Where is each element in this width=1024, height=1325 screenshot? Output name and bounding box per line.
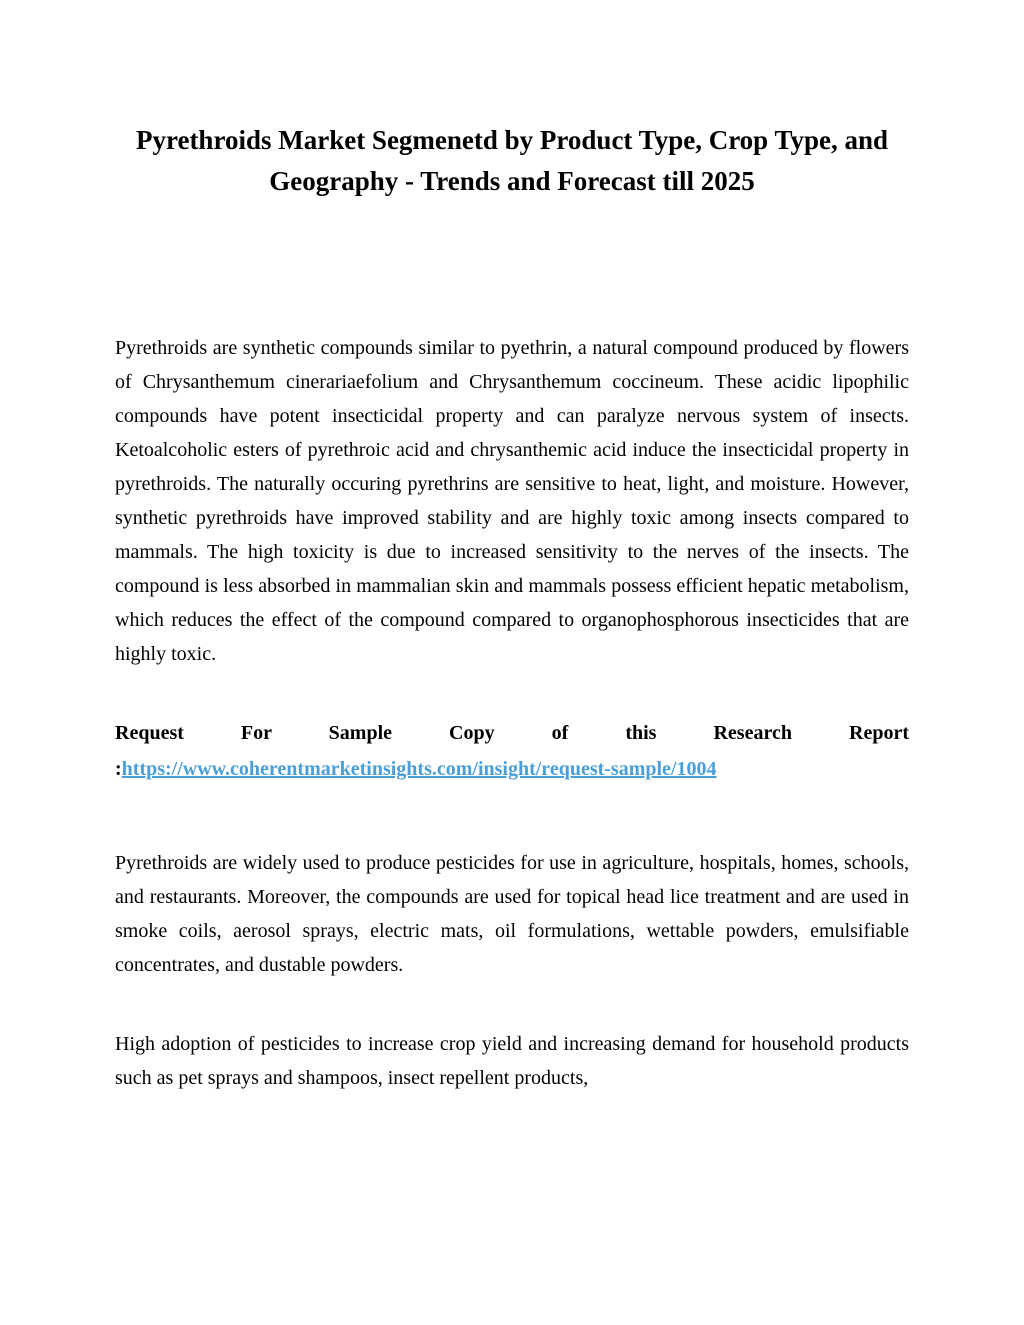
document-title: Pyrethroids Market Segmenetd by Product … [115,120,909,201]
colon-separator: : [115,758,122,780]
sample-request-link[interactable]: https://www.coherentmarketinsights.com/i… [122,758,717,780]
usage-paragraph: Pyrethroids are widely used to produce p… [115,846,909,982]
intro-paragraph: Pyrethroids are synthetic compounds simi… [115,331,909,671]
adoption-paragraph: High adoption of pesticides to increase … [115,1027,909,1095]
sample-request-link-line: :https://www.coherentmarketinsights.com/… [115,752,909,786]
sample-request-label: Request For Sample Copy of this Research… [115,716,909,750]
